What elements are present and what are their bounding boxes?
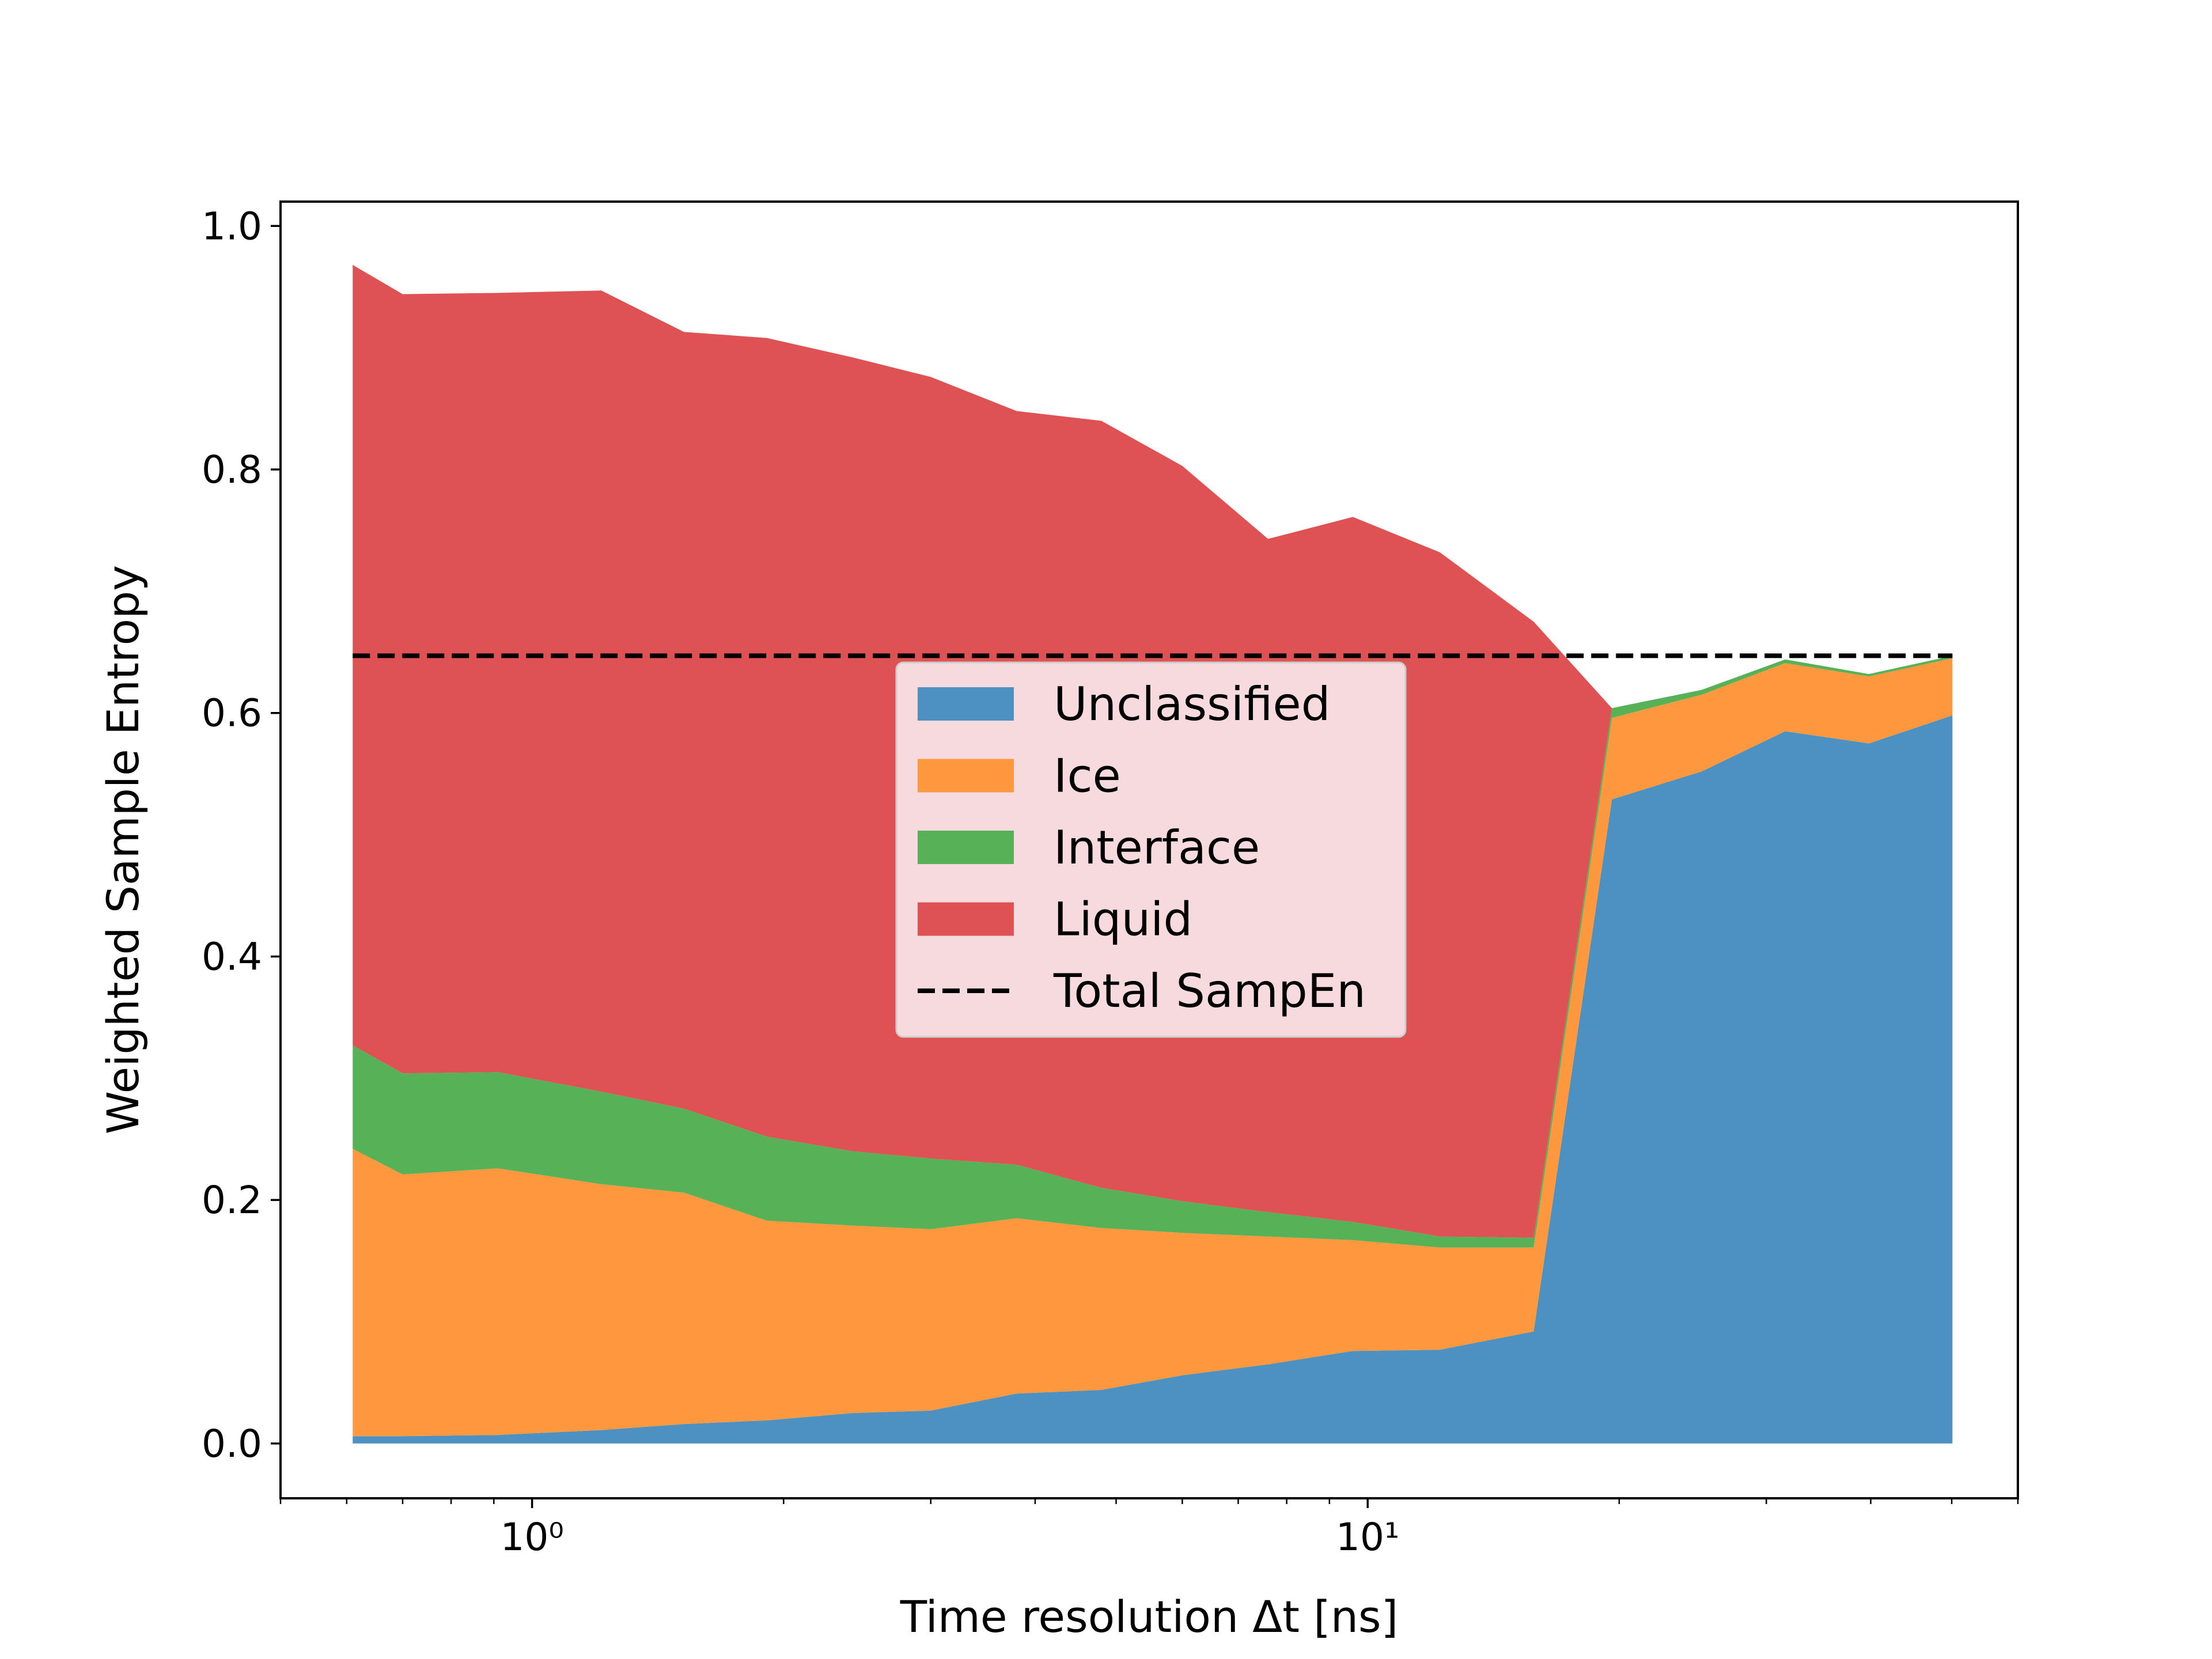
x-axis: 10⁰ 10¹ [279,1498,2019,1559]
legend-label-total-sampen: Total SampEn [1053,964,1366,1018]
area-unclassified [353,715,1953,1444]
legend-label-unclassified: Unclassified [1054,677,1330,731]
y-tick-label: 0.8 [202,448,262,492]
legend-label-ice: Ice [1054,749,1121,803]
legend-swatch-ice [918,759,1014,793]
legend-label-interface: Interface [1054,821,1260,874]
y-tick-label: 0.4 [202,934,262,979]
x-tick-label: 10¹ [1336,1515,1399,1559]
legend-swatch-interface [918,831,1014,864]
x-tick-label: 10⁰ [500,1515,563,1559]
y-tick-label: 1.0 [202,204,262,248]
legend-swatch-unclassified [918,687,1014,721]
legend-label-liquid: Liquid [1054,893,1192,946]
legend-swatch-liquid [918,902,1014,936]
plot-frame [279,200,2019,1499]
legend: Unclassified Ice Interface Liquid Total Samp… [895,661,1407,1038]
y-axis-label: Weighted Sample Entropy [97,565,149,1134]
x-axis-label: Time resolution Δt [ns] [900,1591,1399,1642]
legend-box [895,661,1407,1038]
y-tick-label: 0.0 [202,1422,262,1466]
y-axis: 0.0 0.2 0.4 0.6 0.8 1.0 [202,204,281,1466]
y-tick-label: 0.2 [202,1178,262,1222]
y-tick-label: 0.6 [202,691,262,736]
area-ice [353,658,1953,1437]
